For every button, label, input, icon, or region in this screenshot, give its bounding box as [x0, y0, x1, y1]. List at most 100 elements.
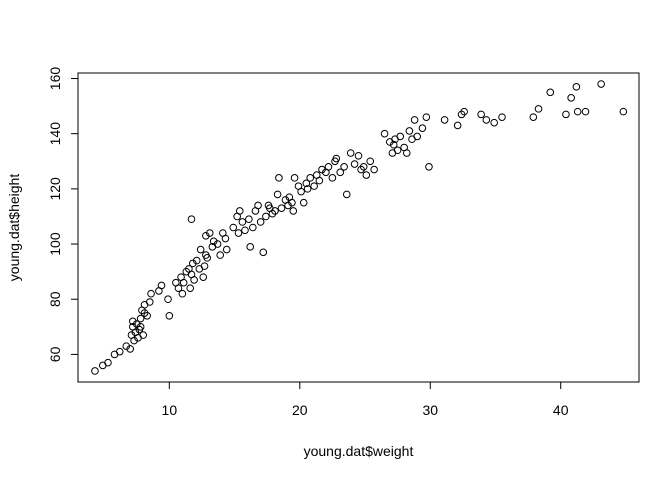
- data-point: [453, 121, 462, 130]
- data-point: [402, 149, 411, 157]
- data-point: [190, 276, 198, 284]
- data-point: [315, 176, 324, 185]
- data-point: [136, 314, 145, 323]
- data-point: [222, 245, 231, 254]
- data-point: [245, 215, 253, 224]
- data-point: [199, 273, 208, 281]
- data-point: [288, 198, 296, 207]
- data-point: [350, 160, 359, 168]
- data-point: [186, 284, 194, 292]
- data-point: [380, 129, 389, 138]
- data-point: [273, 190, 282, 199]
- data-point: [143, 311, 151, 320]
- data-point: [562, 110, 570, 119]
- data-point: [389, 140, 398, 149]
- y-tick-label: 80: [47, 291, 63, 307]
- data-point: [179, 278, 188, 287]
- data-point: [256, 218, 265, 226]
- x-axis-title: young.dat$weight: [304, 443, 414, 459]
- data-point: [91, 367, 99, 375]
- data-point: [241, 226, 249, 235]
- data-point: [275, 174, 283, 182]
- data-point: [477, 110, 485, 119]
- data-point: [126, 345, 134, 353]
- data-point: [145, 298, 154, 306]
- data-point: [196, 245, 205, 254]
- data-point: [413, 132, 422, 141]
- data-point: [422, 113, 431, 121]
- data-point: [310, 182, 318, 190]
- y-tick-label: 160: [47, 67, 63, 91]
- data-point: [581, 107, 590, 116]
- data-point: [362, 171, 371, 179]
- data-point: [202, 231, 210, 240]
- data-point: [289, 207, 298, 215]
- data-point: [546, 88, 555, 97]
- data-point: [534, 105, 543, 113]
- x-tick-label: 10: [162, 402, 178, 418]
- x-tick-label: 20: [292, 402, 308, 418]
- data-point: [157, 281, 166, 290]
- data-point: [529, 113, 538, 121]
- data-point: [262, 212, 270, 221]
- x-tick-label: 40: [553, 402, 569, 418]
- data-point: [209, 237, 218, 246]
- data-point: [567, 94, 575, 102]
- data-point: [328, 174, 337, 182]
- data-point: [354, 151, 363, 160]
- data-point: [271, 207, 279, 215]
- data-point: [306, 174, 315, 182]
- data-point: [302, 179, 311, 188]
- data-point: [115, 347, 124, 356]
- data-point: [405, 127, 414, 135]
- data-point: [393, 146, 402, 155]
- data-point: [410, 116, 419, 124]
- data-point: [332, 154, 341, 163]
- data-point: [187, 215, 196, 224]
- data-point: [249, 223, 257, 232]
- data-point: [139, 331, 148, 339]
- data-point: [460, 107, 468, 116]
- data-point: [418, 124, 427, 132]
- data-point: [238, 218, 247, 226]
- data-point: [192, 256, 201, 265]
- data-point: [336, 168, 345, 177]
- data-point: [498, 113, 506, 121]
- data-point: [234, 229, 243, 237]
- y-tick-label: 120: [47, 177, 63, 201]
- data-points: [91, 80, 628, 375]
- data-point: [482, 116, 491, 124]
- data-point: [246, 243, 255, 251]
- data-point: [221, 234, 230, 243]
- data-point: [318, 165, 326, 174]
- data-point: [174, 284, 183, 292]
- data-point: [178, 289, 187, 298]
- data-point: [342, 190, 351, 199]
- data-point: [597, 80, 605, 88]
- data-point: [164, 295, 172, 304]
- data-point: [130, 336, 138, 345]
- data-point: [299, 198, 308, 207]
- data-point: [165, 311, 174, 320]
- data-point: [277, 204, 286, 212]
- data-point: [425, 163, 433, 171]
- data-point: [490, 118, 498, 127]
- data-point: [370, 165, 378, 174]
- data-point: [284, 201, 292, 210]
- data-point: [290, 174, 299, 182]
- y-tick-label: 100: [47, 232, 63, 256]
- y-axis: 60 80 100 120 140 160: [47, 67, 79, 362]
- data-point: [122, 342, 131, 350]
- data-point: [359, 163, 368, 171]
- x-tick-label: 30: [422, 402, 438, 418]
- data-point: [340, 163, 348, 171]
- data-point: [297, 187, 305, 196]
- data-point: [396, 132, 405, 141]
- data-point: [205, 229, 214, 237]
- data-point: [200, 262, 209, 270]
- data-point: [128, 317, 137, 326]
- data-point: [324, 163, 333, 171]
- data-point: [136, 323, 145, 331]
- data-point: [366, 157, 375, 166]
